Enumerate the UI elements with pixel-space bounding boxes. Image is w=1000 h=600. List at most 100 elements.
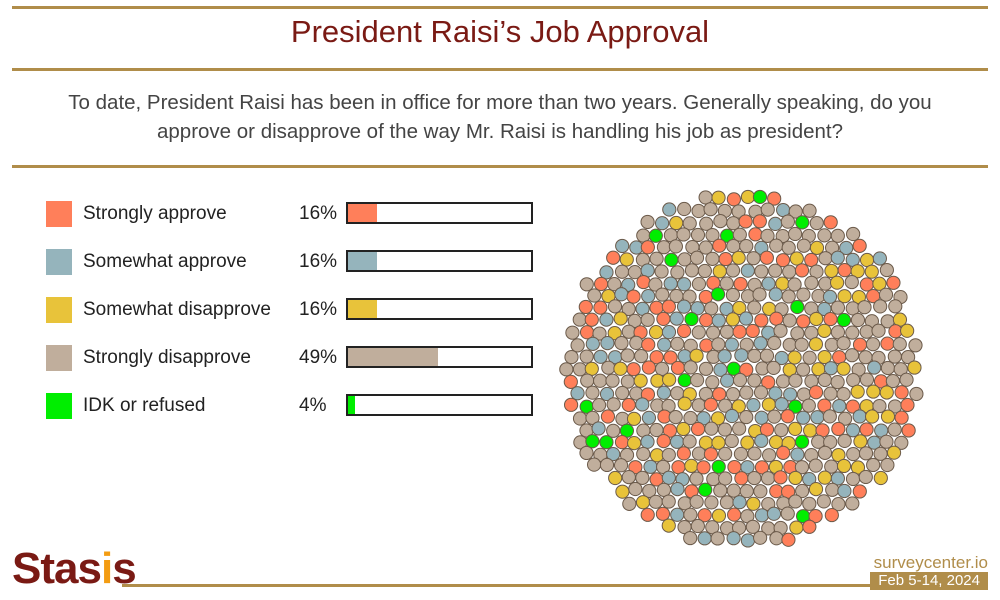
dot-strongly-approve [726, 192, 741, 207]
dot-idk-or-refused [698, 482, 713, 497]
dot-strongly-approve [888, 324, 903, 339]
dot-strongly-disapprove [887, 349, 902, 364]
dot-strongly-disapprove [768, 263, 783, 278]
dot-strongly-disapprove [698, 361, 714, 376]
dot-strongly-approve [773, 470, 788, 485]
dot-strongly-disapprove [760, 202, 775, 217]
dot-somewhat-disapprove [731, 399, 746, 414]
dot-somewhat-disapprove [808, 337, 823, 352]
dot-strongly-disapprove [691, 276, 707, 292]
dot-strongly-approve [759, 250, 774, 265]
dot-idk-or-refused [790, 299, 805, 315]
dot-strongly-approve [614, 435, 630, 450]
dot-strongly-disapprove [677, 201, 692, 217]
dot-somewhat-approve [740, 460, 755, 475]
dot-idk-or-refused [664, 252, 679, 267]
dot-strongly-approve [754, 313, 769, 328]
dot-strongly-approve [727, 507, 742, 522]
dot-somewhat-approve [740, 533, 756, 548]
dot-strongly-disapprove [691, 398, 706, 413]
dot-strongly-disapprove [773, 323, 788, 338]
dot-strongly-disapprove [670, 336, 685, 351]
dot-strongly-disapprove [690, 227, 706, 243]
dot-strongly-disapprove [682, 216, 697, 231]
dot-strongly-disapprove [739, 409, 754, 425]
dot-strongly-approve [767, 191, 782, 206]
dot-somewhat-disapprove [886, 445, 902, 460]
dot-strongly-disapprove [788, 494, 803, 509]
dot-strongly-disapprove [724, 433, 739, 449]
dot-strongly-disapprove [802, 350, 817, 365]
dot-strongly-disapprove [634, 349, 649, 364]
dot-somewhat-approve [746, 398, 761, 413]
dot-strongly-disapprove [635, 470, 650, 485]
dot-strongly-disapprove [726, 216, 741, 231]
dot-somewhat-approve [830, 471, 845, 486]
dot-idk-or-refused [599, 435, 614, 450]
dot-strongly-approve [593, 300, 608, 315]
dot-strongly-approve [690, 421, 706, 437]
dot-strongly-disapprove [717, 422, 733, 437]
dot-strongly-disapprove [648, 494, 663, 509]
dot-strongly-approve [823, 215, 838, 230]
dot-strongly-disapprove [621, 470, 636, 485]
dot-somewhat-disapprove [627, 436, 642, 451]
dot-strongly-disapprove [613, 458, 629, 473]
dot-strongly-disapprove [725, 387, 741, 402]
dot-strongly-disapprove [830, 300, 846, 315]
dot-strongly-disapprove [579, 349, 594, 364]
dot-somewhat-disapprove [872, 276, 887, 291]
dot-strongly-approve [739, 362, 754, 377]
dot-somewhat-approve [635, 397, 650, 412]
dot-strongly-disapprove [606, 397, 621, 412]
dot-somewhat-approve [823, 361, 839, 376]
dot-somewhat-approve [697, 531, 712, 546]
value-label: 49% [299, 347, 338, 368]
dot-strongly-disapprove [781, 240, 796, 255]
dot-somewhat-disapprove [712, 264, 727, 279]
dot-somewhat-disapprove [584, 361, 599, 376]
dot-strongly-approve [640, 240, 655, 255]
dot-strongly-disapprove [802, 203, 817, 218]
dot-strongly-disapprove [845, 471, 861, 487]
dot-strongly-disapprove [725, 263, 741, 278]
dot-strongly-approve [718, 251, 733, 267]
dot-idk-or-refused [752, 189, 768, 205]
dot-somewhat-approve [837, 483, 852, 499]
dot-strongly-disapprove [718, 446, 733, 461]
dot-somewhat-disapprove [824, 263, 839, 279]
dot-somewhat-disapprove [850, 384, 865, 399]
dot-somewhat-disapprove [740, 189, 756, 205]
dot-somewhat-disapprove [732, 300, 747, 316]
legend-label: Somewhat disapprove [83, 299, 271, 320]
dot-somewhat-disapprove [677, 396, 692, 411]
dot-strongly-disapprove [739, 238, 754, 254]
dot-strongly-disapprove [648, 277, 663, 292]
dot-somewhat-disapprove [789, 520, 804, 535]
dot-strongly-approve [676, 446, 691, 461]
dot-strongly-disapprove [593, 373, 608, 388]
dot-somewhat-disapprove [710, 411, 726, 426]
dot-strongly-disapprove [844, 274, 859, 290]
dot-somewhat-approve [720, 373, 735, 388]
dot-somewhat-approve [641, 289, 656, 304]
dot-strongly-disapprove [754, 264, 769, 279]
dot-strongly-approve [894, 385, 909, 400]
dot-somewhat-approve [640, 434, 655, 449]
dot-strongly-disapprove [796, 287, 811, 302]
dot-somewhat-approve [754, 410, 769, 425]
dot-strongly-disapprove [655, 287, 670, 302]
dot-strongly-approve [734, 471, 749, 486]
title-rule [12, 68, 988, 71]
dot-strongly-disapprove [732, 421, 747, 436]
dot-strongly-disapprove [794, 337, 809, 352]
dot-strongly-disapprove [621, 301, 636, 317]
dot-somewhat-approve [839, 240, 854, 256]
dot-strongly-disapprove [753, 530, 768, 545]
dot-strongly-disapprove [585, 385, 600, 400]
top-rule [12, 6, 988, 9]
dot-strongly-disapprove [683, 507, 698, 522]
dot-strongly-approve [600, 409, 616, 424]
dot-somewhat-disapprove [880, 409, 896, 424]
dot-idk-or-refused [585, 434, 600, 449]
